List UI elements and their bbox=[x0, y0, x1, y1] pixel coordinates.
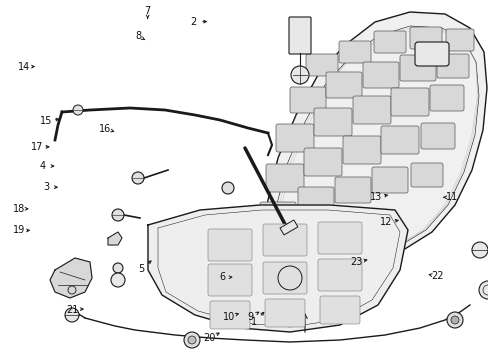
Text: 19: 19 bbox=[12, 225, 25, 235]
FancyBboxPatch shape bbox=[305, 54, 337, 76]
Text: 15: 15 bbox=[40, 116, 53, 126]
FancyBboxPatch shape bbox=[317, 259, 361, 291]
Circle shape bbox=[450, 316, 458, 324]
Circle shape bbox=[132, 172, 143, 184]
FancyBboxPatch shape bbox=[207, 264, 251, 296]
FancyBboxPatch shape bbox=[436, 54, 468, 78]
FancyBboxPatch shape bbox=[338, 41, 370, 63]
Text: 2: 2 bbox=[190, 17, 196, 27]
Text: 1: 1 bbox=[251, 317, 257, 327]
FancyBboxPatch shape bbox=[410, 163, 442, 187]
FancyBboxPatch shape bbox=[380, 126, 418, 154]
Text: 14: 14 bbox=[18, 62, 31, 72]
FancyBboxPatch shape bbox=[414, 42, 448, 66]
Text: 10: 10 bbox=[222, 312, 235, 322]
Circle shape bbox=[183, 332, 200, 348]
Circle shape bbox=[187, 336, 196, 344]
FancyBboxPatch shape bbox=[297, 187, 333, 213]
Circle shape bbox=[111, 273, 125, 287]
Bar bbox=[280, 220, 297, 235]
FancyBboxPatch shape bbox=[263, 262, 306, 294]
Polygon shape bbox=[50, 258, 92, 298]
FancyBboxPatch shape bbox=[207, 229, 251, 261]
Polygon shape bbox=[258, 12, 486, 260]
FancyBboxPatch shape bbox=[264, 299, 305, 327]
FancyBboxPatch shape bbox=[362, 62, 398, 88]
Text: 22: 22 bbox=[430, 271, 443, 282]
FancyBboxPatch shape bbox=[371, 167, 407, 193]
Text: 21: 21 bbox=[66, 305, 79, 315]
Circle shape bbox=[290, 66, 308, 84]
Circle shape bbox=[73, 105, 83, 115]
Text: 12: 12 bbox=[379, 217, 392, 228]
Polygon shape bbox=[108, 232, 122, 245]
FancyBboxPatch shape bbox=[289, 87, 325, 113]
Text: 9: 9 bbox=[247, 312, 253, 322]
FancyBboxPatch shape bbox=[399, 55, 435, 81]
FancyBboxPatch shape bbox=[334, 177, 370, 203]
Circle shape bbox=[478, 281, 488, 299]
Circle shape bbox=[471, 242, 487, 258]
Text: 4: 4 bbox=[40, 161, 46, 171]
FancyBboxPatch shape bbox=[313, 108, 351, 136]
Text: 23: 23 bbox=[349, 257, 362, 267]
Circle shape bbox=[446, 312, 462, 328]
Text: 7: 7 bbox=[144, 6, 150, 16]
Circle shape bbox=[113, 263, 123, 273]
FancyBboxPatch shape bbox=[429, 85, 463, 111]
FancyBboxPatch shape bbox=[304, 148, 341, 176]
Text: 8: 8 bbox=[135, 31, 141, 41]
FancyBboxPatch shape bbox=[263, 224, 306, 256]
FancyBboxPatch shape bbox=[288, 17, 310, 54]
FancyBboxPatch shape bbox=[420, 123, 454, 149]
Circle shape bbox=[65, 308, 79, 322]
FancyBboxPatch shape bbox=[390, 88, 428, 116]
Circle shape bbox=[222, 182, 234, 194]
Text: 5: 5 bbox=[138, 264, 143, 274]
FancyBboxPatch shape bbox=[445, 29, 473, 51]
FancyBboxPatch shape bbox=[325, 72, 361, 98]
Text: 3: 3 bbox=[43, 182, 49, 192]
FancyBboxPatch shape bbox=[265, 164, 304, 192]
FancyBboxPatch shape bbox=[319, 296, 359, 324]
FancyBboxPatch shape bbox=[260, 202, 295, 228]
FancyBboxPatch shape bbox=[342, 136, 380, 164]
Text: 20: 20 bbox=[203, 333, 215, 343]
Text: 17: 17 bbox=[30, 142, 43, 152]
FancyBboxPatch shape bbox=[373, 31, 405, 53]
Text: 6: 6 bbox=[219, 272, 225, 282]
Text: 11: 11 bbox=[445, 192, 458, 202]
FancyBboxPatch shape bbox=[275, 124, 313, 152]
FancyBboxPatch shape bbox=[352, 96, 390, 124]
Polygon shape bbox=[148, 205, 407, 332]
Circle shape bbox=[112, 209, 124, 221]
Text: 18: 18 bbox=[12, 204, 25, 214]
FancyBboxPatch shape bbox=[317, 222, 361, 254]
FancyBboxPatch shape bbox=[209, 301, 249, 329]
Text: 16: 16 bbox=[99, 124, 111, 134]
Text: 13: 13 bbox=[369, 192, 382, 202]
FancyBboxPatch shape bbox=[409, 27, 441, 49]
